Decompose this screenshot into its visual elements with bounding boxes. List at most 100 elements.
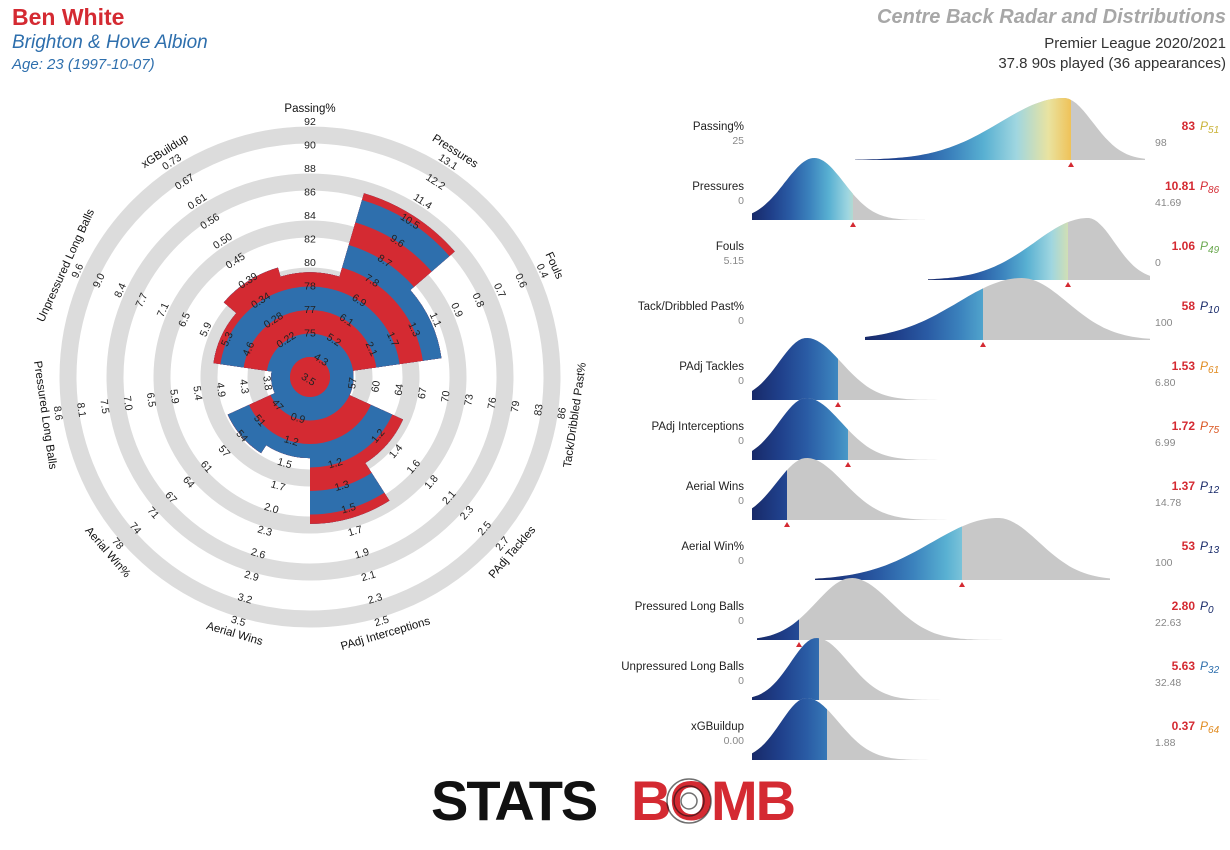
metric-value: 83: [1182, 119, 1196, 133]
distribution-area-player: [752, 158, 853, 220]
metric-label: xGBuildup: [691, 721, 744, 733]
metric-percentile: P75: [1200, 419, 1220, 436]
distribution-area-player: [752, 698, 827, 760]
distribution-area-player: [752, 470, 787, 520]
metric-max: 6.99: [1155, 437, 1176, 449]
metric-label: Tack/Dribbled Past%: [638, 301, 744, 313]
radar-tick-label: 64: [393, 383, 407, 396]
metric-max: 6.80: [1155, 377, 1176, 389]
distribution-row: Aerial Wins 0 14.78 1.37 P12: [686, 458, 1220, 527]
metric-max: 22.63: [1155, 617, 1181, 629]
distribution-row: PAdj Tackles 0 6.80 1.53 P61: [679, 338, 1219, 407]
radar-tick-label: 88: [304, 163, 316, 175]
metric-max: 100: [1155, 317, 1173, 329]
radar-tick-label: 8.6: [51, 405, 65, 421]
distribution-row: Tack/Dribbled Past% 0 100 58 P10: [638, 278, 1220, 347]
radar-tick-label: 3.8: [260, 375, 274, 391]
distribution-area-player: [752, 398, 848, 460]
radar-tick-label: 77: [304, 304, 316, 316]
radar-tick-label: 2.1: [360, 569, 378, 585]
metric-percentile: P64: [1200, 719, 1220, 736]
chart-title: Centre Back Radar and Distributions: [877, 6, 1226, 28]
radar-tick-label: 1.7: [269, 478, 287, 494]
radar-axis-label: Passing%: [284, 103, 335, 115]
distribution-area-player: [865, 288, 983, 340]
radar-tick-label: 2.6: [249, 546, 267, 562]
logo-target-icon: [666, 778, 712, 824]
percentile-value: 75: [1208, 425, 1220, 436]
distribution-row: xGBuildup 0.00 1.88 0.37 P64: [691, 698, 1220, 760]
percentile-symbol: P: [1200, 299, 1208, 313]
percentile-symbol: P: [1200, 119, 1208, 133]
metric-max: 32.48: [1155, 677, 1181, 689]
radar-tick-label: 7.1: [155, 301, 172, 319]
radar-tick-label: 1.5: [340, 501, 358, 517]
player-marker: [784, 522, 790, 527]
metric-value: 1.37: [1172, 479, 1196, 493]
metric-label: Pressured Long Balls: [635, 601, 745, 613]
metric-max: 98: [1155, 137, 1167, 149]
radar-tick-label: 8.1: [74, 402, 88, 418]
player-marker: [980, 342, 986, 347]
percentile-value: 61: [1208, 365, 1219, 376]
metric-value: 58: [1182, 299, 1196, 313]
percentile-symbol: P: [1200, 659, 1208, 673]
radar-tick-label: 67: [416, 386, 430, 399]
radar-tick-label: 2.3: [366, 591, 384, 607]
metric-min: 0: [738, 375, 744, 387]
radar-tick-label: 1.1: [427, 311, 444, 329]
radar-tick-label: 84: [304, 210, 316, 222]
radar-tick-label: 76: [486, 396, 500, 409]
percentile-symbol: P: [1200, 359, 1208, 373]
radar-tick-label: 1.7: [384, 330, 401, 348]
radar-tick-label: 86: [555, 406, 569, 419]
radar-tick-label: 8.4: [112, 281, 129, 299]
radar-tick-label: 1.9: [353, 546, 371, 562]
metric-label: PAdj Tackles: [679, 361, 744, 373]
radar-tick-label: 90: [304, 139, 316, 151]
metric-percentile: P61: [1200, 359, 1219, 376]
metric-min: 25: [732, 135, 744, 147]
radar-tick-label: 75: [304, 327, 316, 339]
metric-value: 10.81: [1165, 179, 1195, 193]
percentile-symbol: P: [1200, 479, 1208, 493]
metric-value: 2.80: [1172, 599, 1196, 613]
metric-min: 0: [738, 675, 744, 687]
radar-tick-label: 78: [304, 280, 316, 292]
radar-tick-label: 80: [304, 257, 316, 269]
percentile-symbol: P: [1200, 719, 1208, 733]
percentile-value: 51: [1208, 125, 1219, 136]
percentile-symbol: P: [1200, 239, 1208, 253]
player-marker: [1068, 162, 1074, 167]
player-marker: [850, 222, 856, 227]
distribution-area: [815, 518, 1110, 580]
distribution-area: [757, 578, 1020, 640]
radar-tick-label: 92: [304, 116, 316, 128]
distribution-area-player: [928, 222, 1068, 280]
radar-tick-label: 5.9: [198, 320, 215, 338]
percentile-symbol: P: [1200, 419, 1208, 433]
metric-value: 0.37: [1172, 719, 1196, 733]
metric-min: 0: [738, 195, 744, 207]
radar-tick-label: 2.3: [256, 523, 274, 539]
percentile-symbol: P: [1200, 179, 1208, 193]
radar-tick-label: 0.9: [289, 411, 307, 427]
metric-max: 14.78: [1155, 497, 1181, 509]
logo-stats-text: STATS: [431, 770, 597, 830]
radar-tick-label: 5.3: [219, 330, 236, 348]
radar-tick-label: 2.0: [263, 501, 281, 517]
metric-value: 1.53: [1172, 359, 1196, 373]
radar-ring: [153, 220, 467, 534]
metric-label: Aerial Win%: [681, 541, 744, 553]
radar-tick-label: 1.3: [333, 478, 351, 494]
metric-min: 0: [738, 315, 744, 327]
player-marker: [845, 462, 851, 467]
metric-min: 0: [738, 495, 744, 507]
player-marker: [796, 642, 802, 647]
metric-label: Pressures: [692, 181, 744, 193]
player-marker: [959, 582, 965, 587]
distribution-row: Passing% 25 98 83 P51: [693, 98, 1219, 167]
percentile-value: 0: [1208, 605, 1214, 616]
radar-tick-label: 83: [532, 403, 546, 416]
